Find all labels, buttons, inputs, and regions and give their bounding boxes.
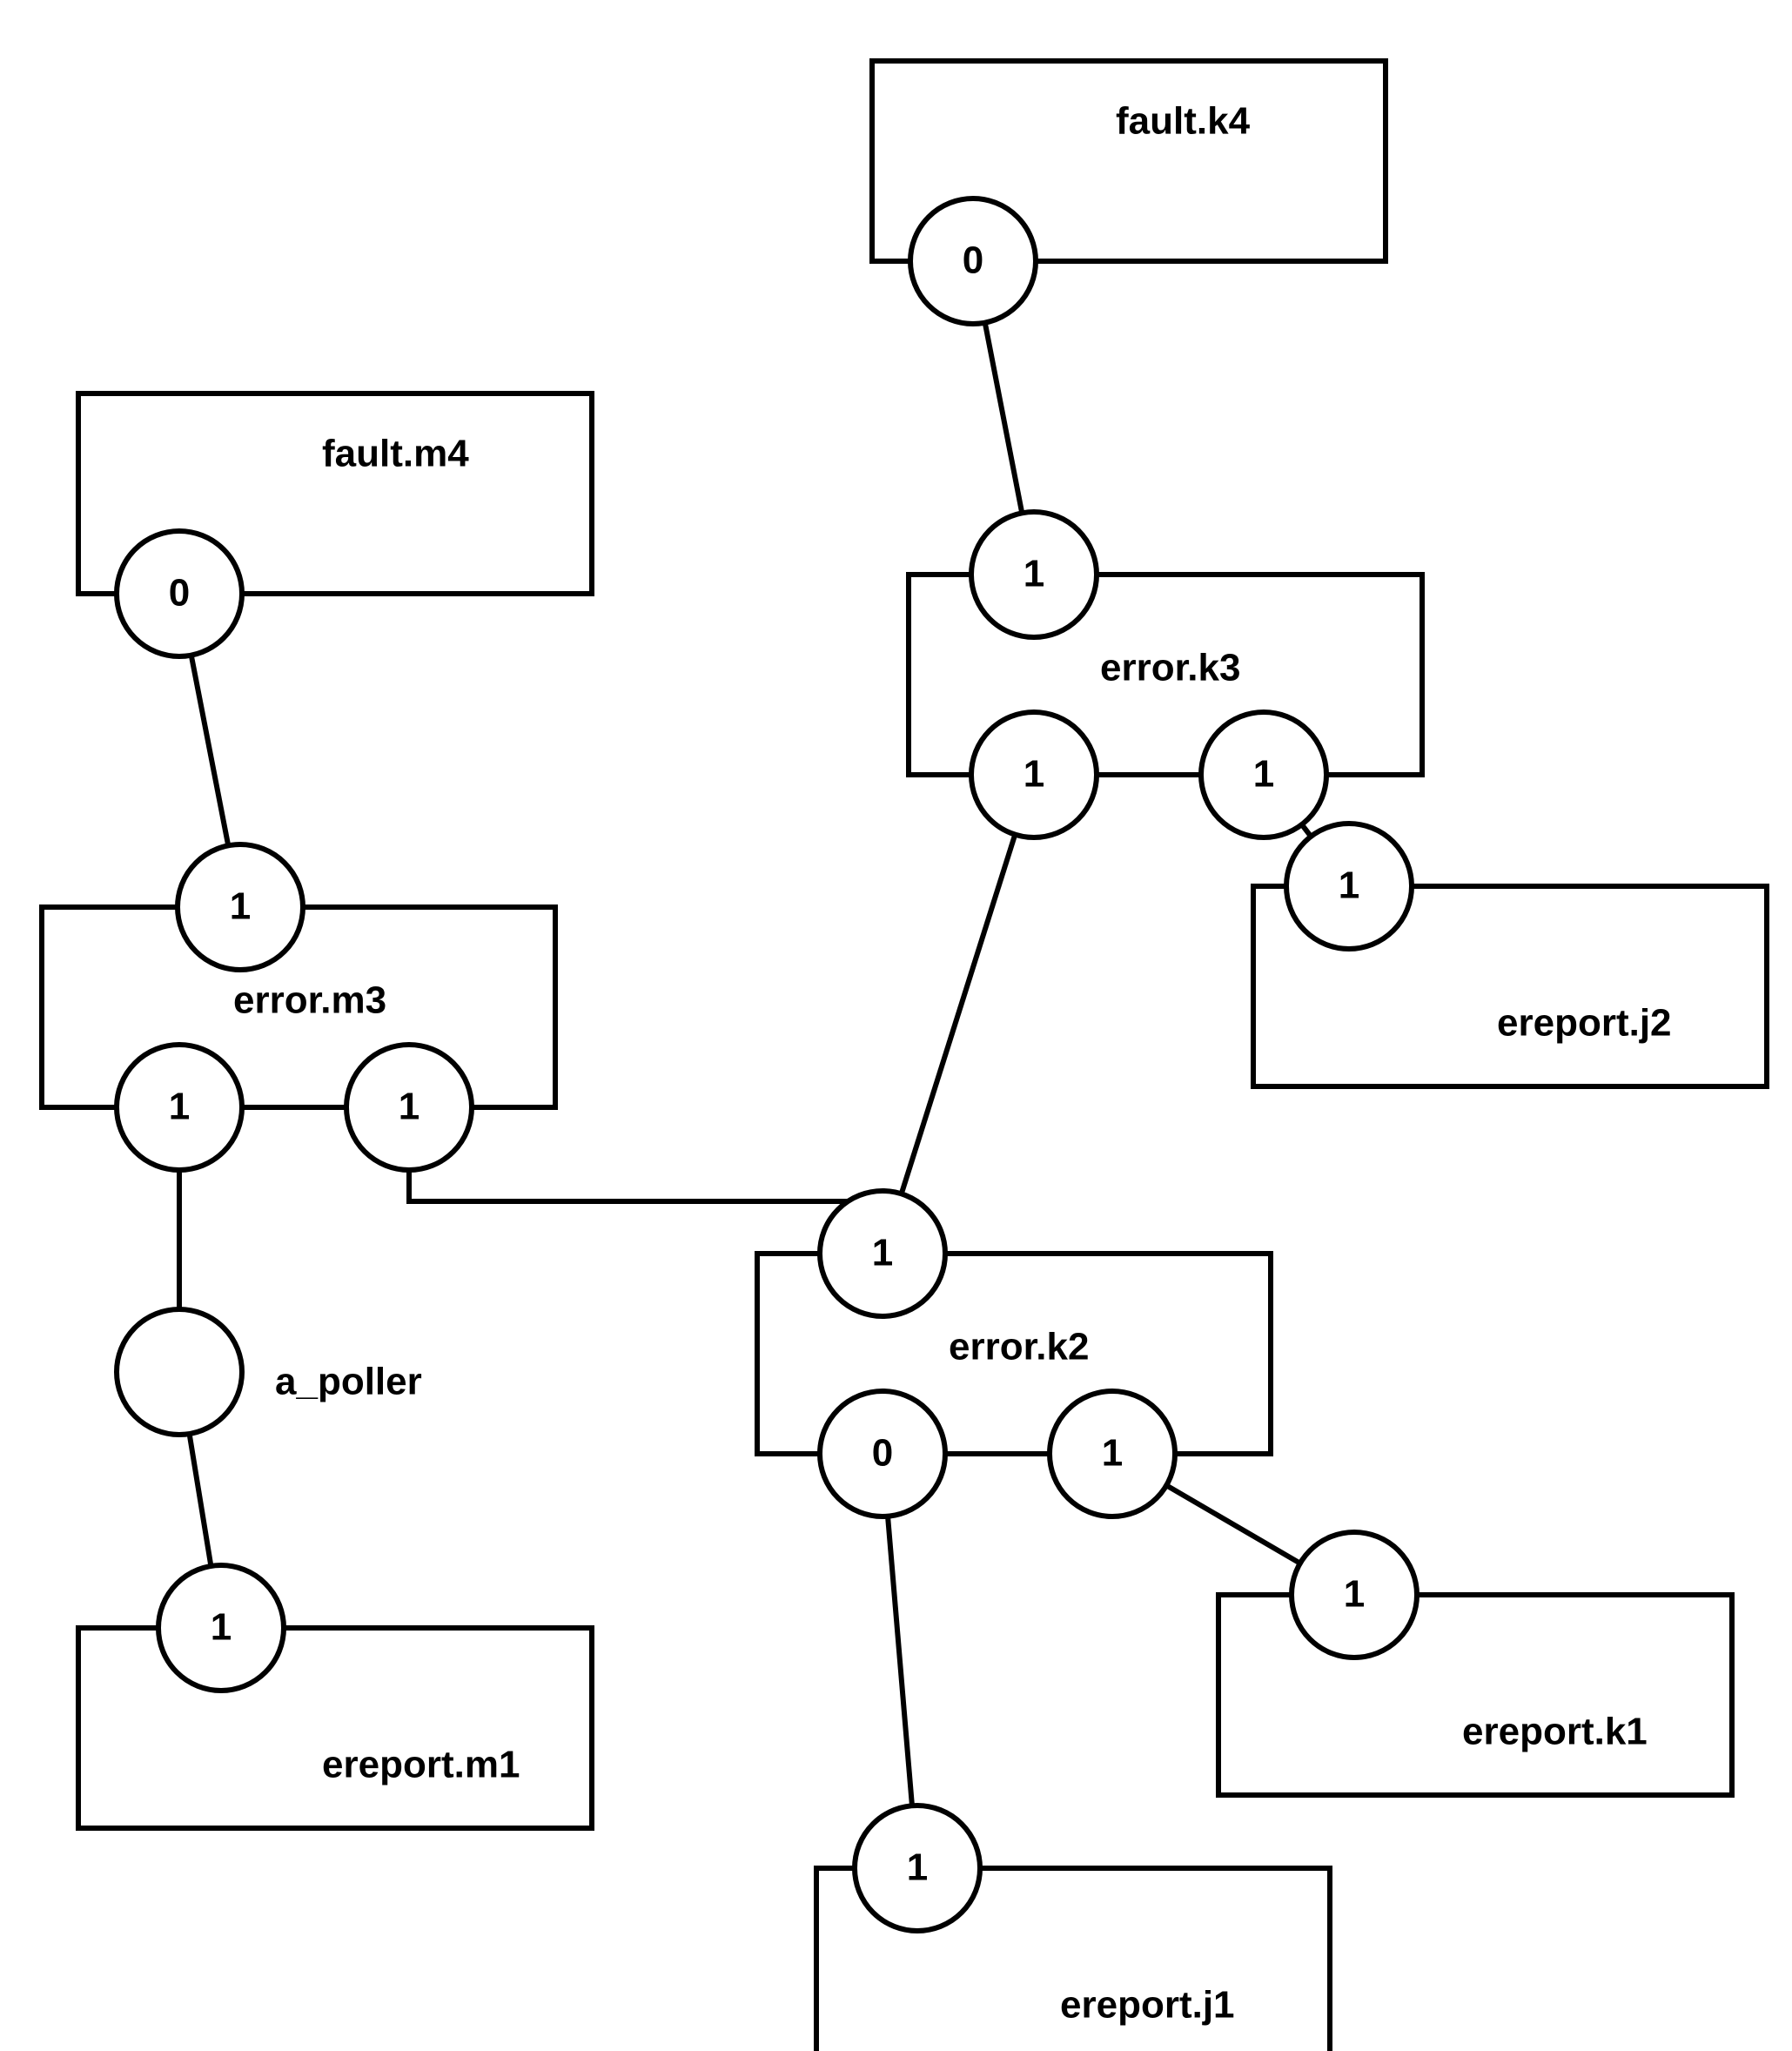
bubble-value-ereport_j1_b: 1 [907,1846,928,1889]
box-label-error_k3: error.k3 [1100,647,1240,689]
label-a_poller: a_poller [275,1361,422,1403]
bubble-a_poller_b [117,1309,242,1435]
box-label-ereport_j1: ereport.j1 [1060,1984,1235,2027]
bubble-value-error_m3_br: 1 [399,1086,419,1128]
box-label-ereport_j2: ereport.j2 [1497,1002,1672,1045]
box-ereport_m1 [78,1628,592,1828]
box-label-error_k2: error.k2 [949,1326,1089,1368]
box-label-fault_k4: fault.k4 [1116,100,1251,143]
bubble-value-error_m3_t: 1 [230,885,251,928]
bubble-value-ereport_j2_b: 1 [1339,864,1359,907]
bubble-value-error_m3_bl: 1 [169,1086,190,1128]
bubble-value-fault_k4_b: 0 [963,239,983,282]
box-label-ereport_k1: ereport.k1 [1462,1711,1648,1753]
box-label-ereport_m1: ereport.m1 [322,1744,520,1786]
bubble-value-error_k2_bl: 0 [872,1432,893,1475]
bubble-value-error_k3_br: 1 [1253,753,1274,796]
bubble-value-ereport_k1_b: 1 [1344,1573,1365,1616]
bubble-value-error_k2_br: 1 [1102,1432,1123,1475]
bubble-value-fault_m4_b: 0 [169,572,190,615]
box-label-error_m3: error.m3 [233,979,386,1022]
box-label-fault_m4: fault.m4 [322,433,469,475]
box-ereport_k1 [1218,1595,1732,1795]
edge-error_m3_br-error_k2_t [409,1107,883,1254]
bubble-value-error_k3_t: 1 [1024,553,1044,595]
bubble-value-error_k3_bl: 1 [1024,753,1044,796]
bubble-value-error_k2_t: 1 [872,1232,893,1274]
bubble-value-ereport_m1_b: 1 [211,1606,232,1649]
edge-error_k3_bl-error_k2_t [883,775,1034,1254]
